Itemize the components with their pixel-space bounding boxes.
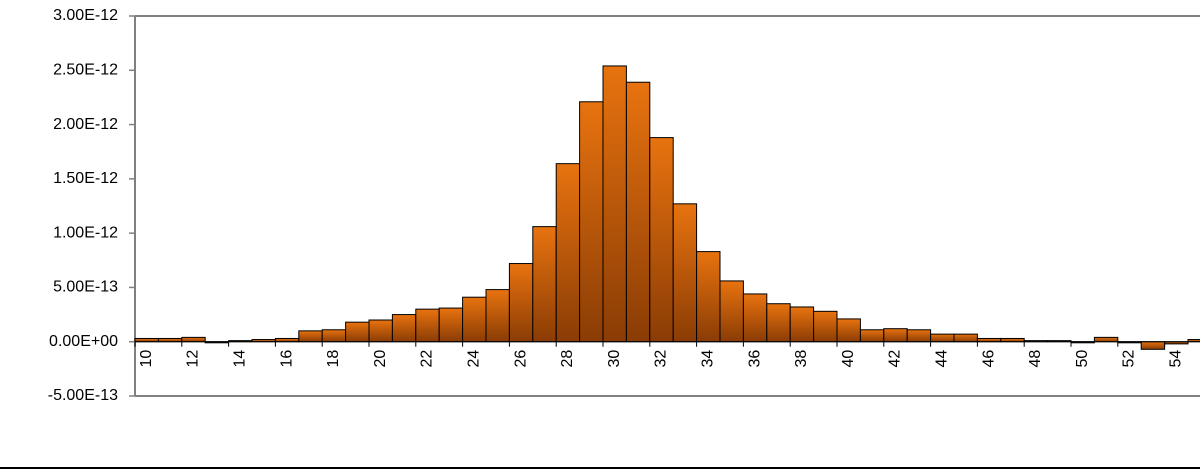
bar	[508, 263, 534, 343]
x-tick-label: 20	[372, 350, 389, 368]
y-tick-label: 0.00E+00	[49, 333, 118, 350]
x-tick-label: 18	[325, 350, 342, 368]
y-tick-label: -5.00E-13	[48, 387, 118, 404]
y-tick-label: 2.00E-12	[53, 116, 118, 133]
x-tick-label: 42	[887, 350, 904, 368]
y-tick-label: 5.00E-13	[53, 279, 118, 296]
y-tick-label: 3.00E-12	[53, 7, 118, 24]
y-tick-label: 1.50E-12	[53, 170, 118, 187]
bar	[555, 163, 581, 343]
x-tick-label: 10	[138, 350, 155, 368]
x-tick-label: 22	[419, 350, 436, 368]
y-tick-label: 1.00E-12	[53, 224, 118, 241]
x-tick-label: 46	[980, 350, 997, 368]
x-tick-label: 14	[232, 350, 249, 368]
x-tick-label: 30	[606, 350, 623, 368]
bar	[391, 314, 417, 343]
y-tick-label: 2.50E-12	[53, 62, 118, 79]
bar	[321, 329, 347, 343]
x-tick-label: 54	[1168, 350, 1185, 368]
bar	[368, 319, 393, 343]
bar	[883, 328, 908, 343]
bar	[1093, 336, 1119, 343]
bar	[696, 251, 721, 343]
bar	[719, 280, 744, 343]
bar	[462, 296, 487, 343]
bar	[438, 307, 464, 343]
bar	[930, 333, 955, 343]
bar	[625, 81, 651, 343]
bar	[766, 303, 791, 343]
bar	[953, 333, 978, 343]
x-tick-label: 38	[793, 350, 810, 368]
bar	[181, 336, 206, 343]
bar	[532, 226, 557, 343]
x-tick-label: 16	[278, 350, 295, 368]
x-tick-label: 40	[840, 350, 857, 368]
bar	[345, 321, 370, 343]
x-tick-label: 24	[466, 350, 483, 368]
x-tick-label: 44	[934, 350, 951, 368]
bar	[415, 308, 440, 343]
bar	[1140, 341, 1166, 350]
x-tick-label: 36	[746, 350, 763, 368]
x-tick-label: 32	[653, 350, 670, 368]
bar	[649, 137, 674, 343]
bar	[789, 306, 815, 343]
bar	[672, 203, 698, 343]
bar	[836, 318, 861, 343]
x-tick-label: 48	[1027, 350, 1044, 368]
x-tick-label: 12	[185, 350, 202, 368]
bar	[813, 310, 838, 343]
x-tick-label: 50	[1074, 350, 1091, 368]
bar	[485, 289, 510, 343]
bar	[742, 293, 768, 343]
x-tick-label: 28	[559, 350, 576, 368]
bar	[859, 329, 885, 343]
bar	[579, 101, 604, 343]
bar	[602, 65, 627, 343]
x-tick-label: 26	[512, 350, 529, 368]
bar	[906, 329, 932, 343]
x-tick-label: 34	[700, 350, 717, 368]
bar	[298, 330, 323, 343]
x-tick-label: 52	[1121, 350, 1138, 368]
